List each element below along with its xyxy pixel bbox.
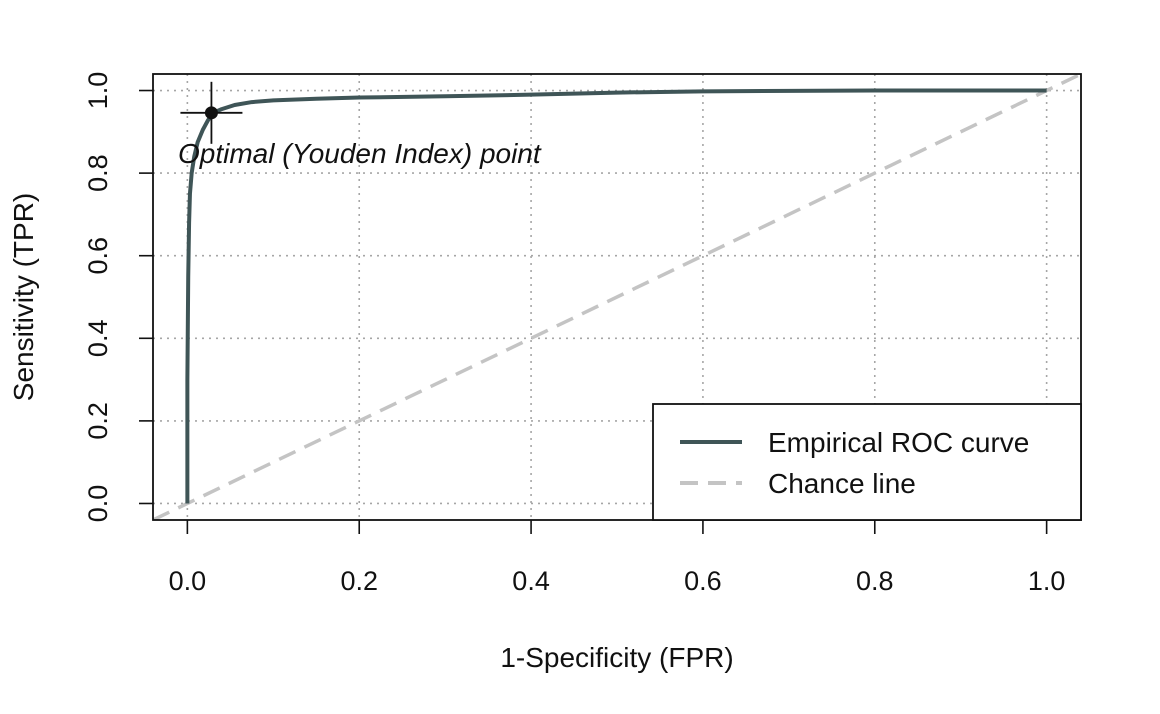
x-tick-label-2: 0.4 <box>512 566 550 596</box>
axis-ticks: 0.0 0.2 0.4 0.6 0.8 1.0 0.0 0.2 0.4 0.6 0.8 1.0 <box>83 72 1065 596</box>
optimal-point-dot <box>204 106 218 120</box>
optimal-point-marker <box>180 81 243 144</box>
legend: Empirical ROC curve Chance line <box>652 403 1082 521</box>
y-tick-label-4: 0.8 <box>83 154 113 192</box>
y-tick-label-5: 1.0 <box>83 72 113 110</box>
legend-entry-chance: Chance line <box>768 468 916 499</box>
optimal-point-label: Optimal (Youden Index) point <box>178 138 542 169</box>
x-tick-label-3: 0.6 <box>684 566 722 596</box>
x-axis-label: 1-Specificity (FPR) <box>500 642 733 673</box>
x-tick-label-1: 0.2 <box>340 566 378 596</box>
y-tick-label-3: 0.6 <box>83 237 113 275</box>
x-tick-label-5: 1.0 <box>1028 566 1066 596</box>
chance-line <box>153 74 1081 520</box>
series-layer <box>153 74 1081 520</box>
plot-frame <box>152 73 1082 521</box>
legend-box <box>652 403 1082 521</box>
y-tick-label-0: 0.0 <box>83 485 113 523</box>
x-tick-label-0: 0.0 <box>169 566 207 596</box>
x-tick-label-4: 0.8 <box>856 566 894 596</box>
y-axis-label: Sensitivity (TPR) <box>8 193 39 401</box>
y-tick-label-2: 0.4 <box>83 320 113 358</box>
y-tick-label-1: 0.2 <box>83 402 113 440</box>
legend-entry-roc: Empirical ROC curve <box>768 427 1029 458</box>
roc-curve <box>185 88 1047 504</box>
